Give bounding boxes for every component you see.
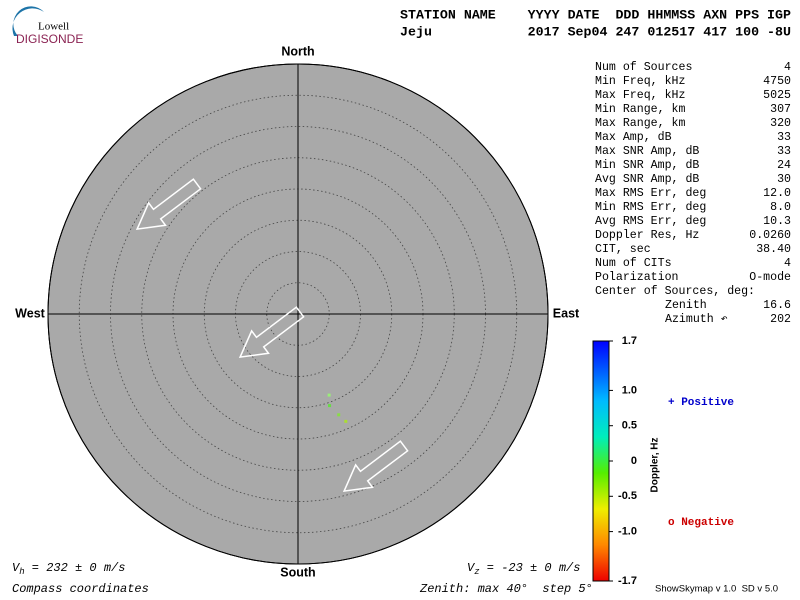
- colorbar-tick-label: 0: [631, 455, 637, 467]
- stat-label: Center of Sources, deg:: [595, 285, 755, 298]
- stat-value: 8.0: [770, 201, 791, 214]
- source-point: [328, 404, 332, 408]
- source-point: [344, 419, 348, 423]
- compass-north: North: [281, 44, 314, 58]
- zenith-text: Zenith: max 40° step 5°: [419, 582, 593, 596]
- source-point: [327, 393, 331, 397]
- stat-label: Doppler Res, Hz: [595, 229, 699, 242]
- compass-west: West: [15, 306, 45, 320]
- stat-value: 4: [784, 61, 791, 74]
- stat-value: 202: [770, 313, 791, 326]
- stat-value: 24: [777, 159, 791, 172]
- arrow: [342, 440, 409, 493]
- stat-label: Max Range, km: [595, 117, 685, 130]
- colorbar-ticks: 1.7 1.0 0.5 0 -0.5 -1.0 -1.7: [609, 335, 637, 587]
- colorbar-tick-label: -0.5: [618, 490, 637, 502]
- colorbar-label: Doppler, Hz: [650, 437, 661, 492]
- stat-label: Max RMS Err, deg: [595, 187, 706, 200]
- source-point: [337, 413, 341, 417]
- skymap-plot: [47, 63, 549, 565]
- stat-label: Min Range, km: [595, 103, 685, 116]
- stat-label: Max SNR Amp, dB: [595, 145, 699, 158]
- stat-label: Min RMS Err, deg: [595, 201, 706, 214]
- arrow: [238, 306, 305, 359]
- vz-text: Vz = -23 ± 0 m/s: [467, 561, 580, 577]
- stat-value: 320: [770, 117, 791, 130]
- stat-value: 4750: [763, 75, 791, 88]
- compass-south: South: [280, 565, 315, 579]
- logo-swoosh: [12, 6, 44, 37]
- stat-value: 10.3: [763, 215, 791, 228]
- velocity-arrows: [135, 178, 409, 493]
- compass-east: East: [553, 306, 580, 320]
- stat-label: Min Freq, kHz: [595, 75, 685, 88]
- arrow: [135, 178, 202, 231]
- colorbar-tick-label: 1.7: [622, 335, 637, 347]
- colorbar-tick-label: 1.0: [622, 384, 637, 396]
- stat-label: Zenith: [665, 299, 707, 312]
- stat-label: Avg RMS Err, deg: [595, 215, 706, 228]
- colorbar-tick-label: -1.7: [618, 575, 637, 587]
- stat-value: 5025: [763, 89, 791, 102]
- colorbar-tick-label: 0.5: [622, 420, 637, 432]
- stat-value: 33: [777, 145, 791, 158]
- stat-label: Num of CITs: [595, 257, 672, 270]
- stat-value: O-mode: [749, 271, 791, 284]
- plot-border: [47, 63, 549, 565]
- stat-value: 16.6: [763, 299, 791, 312]
- stat-value: 4: [784, 257, 791, 270]
- stat-label: Max Freq, kHz: [595, 89, 685, 102]
- logo-bottom: DIGISONDE: [16, 32, 83, 46]
- stat-value: 33: [777, 131, 791, 144]
- stat-label: Max Amp, dB: [595, 131, 672, 144]
- stat-value: 12.0: [763, 187, 791, 200]
- logo-top: Lowell: [38, 21, 69, 33]
- colorbar: [592, 340, 610, 582]
- stat-label: Avg SNR Amp, dB: [595, 173, 699, 186]
- stat-value: 307: [770, 103, 791, 116]
- stat-label: Azimuth ↶: [665, 313, 728, 326]
- header-columns: STATION NAME YYYY DATE DDD HHMMSS AXN PP…: [400, 8, 791, 23]
- coords-text: Compass coordinates: [12, 582, 149, 596]
- header-values: Jeju 2017 Sep04 247 012517 417 100 -8U: [400, 25, 791, 40]
- vh-text: Vh = 232 ± 0 m/s: [12, 561, 125, 577]
- stat-label: Num of Sources: [595, 61, 692, 74]
- stat-value: 0.0260: [749, 229, 791, 242]
- legend-negative: o Negative: [668, 517, 734, 529]
- legend-positive: + Positive: [668, 397, 734, 409]
- colorbar-tick-label: -1.0: [618, 525, 637, 537]
- stat-value: 38.40: [756, 243, 791, 256]
- stats-table: Num of Sources 4 Min Freq, kHz 4750 Max Freq…: [595, 61, 791, 326]
- stat-value: 30: [777, 173, 791, 186]
- stat-label: Min SNR Amp, dB: [595, 159, 699, 172]
- version-text: ShowSkymap v 1.0 SD v 5.0: [655, 584, 778, 595]
- stat-label: Polarization: [595, 271, 679, 284]
- stat-label: CIT, sec: [595, 243, 651, 256]
